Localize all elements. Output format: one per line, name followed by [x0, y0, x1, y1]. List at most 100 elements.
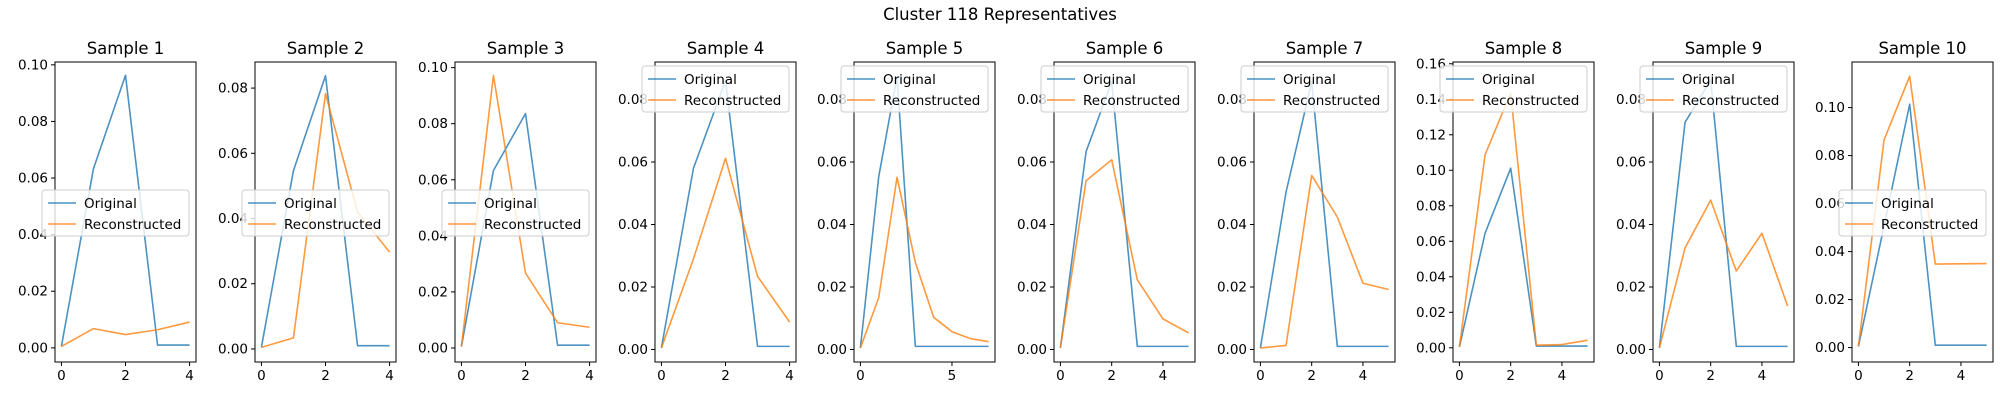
- legend-label: Original: [1881, 196, 1934, 212]
- y-tick-label: 0.04: [18, 227, 48, 243]
- x-tick-label: 0: [1854, 368, 1863, 384]
- y-tick-label: 0.08: [18, 114, 48, 130]
- subplot-title: Sample 10: [1878, 39, 1966, 58]
- y-tick-label: 0.06: [1616, 155, 1646, 171]
- y-tick-label: 0.16: [1416, 56, 1446, 72]
- legend: Original Reconstructed: [1639, 65, 1788, 113]
- y-tick-label: 0.08: [418, 116, 448, 132]
- x-tick-label: 2: [721, 368, 730, 384]
- x-tick-label: 2: [1905, 368, 1914, 384]
- legend-label: Original: [484, 196, 537, 212]
- series-line-reconstructed: [1658, 199, 1789, 349]
- subplot-3: Sample 3 0 2 4 0.00 0.02 0.04 0.06 0.08 0.10 Origi…: [418, 39, 597, 384]
- axes-frame: [1053, 61, 1196, 363]
- series-line-reconstructed: [1260, 174, 1389, 349]
- y-tick-label: 0.04: [1017, 217, 1047, 233]
- legend-label: Original: [1682, 72, 1735, 88]
- x-tick-label: 5: [948, 368, 957, 384]
- legend-box: [1838, 189, 1987, 237]
- y-tick-label: 0.08: [1017, 92, 1047, 108]
- x-tick-label: 0: [1455, 368, 1464, 384]
- legend-label: Reconstructed: [1283, 93, 1380, 109]
- x-tick-label: 0: [57, 368, 66, 384]
- y-tick-label: 0.00: [1217, 342, 1247, 358]
- axes-frame: [1452, 61, 1595, 363]
- legend-box: [41, 189, 190, 237]
- legend-label: Reconstructed: [1682, 93, 1779, 109]
- y-tick-label: 0.10: [1815, 100, 1845, 116]
- legend-box: [241, 189, 390, 237]
- y-tick-label: 0.04: [817, 217, 847, 233]
- axes-frame: [853, 61, 996, 363]
- legend-label: Reconstructed: [883, 93, 980, 109]
- legend: Original Reconstructed: [1240, 65, 1389, 113]
- legend-label: Reconstructed: [284, 217, 381, 233]
- y-tick-label: 0.04: [618, 217, 648, 233]
- y-tick-label: 0.06: [1217, 155, 1247, 171]
- subplot-8: Sample 8 0 2 4 0.00 0.02 0.04 0.06 0.08 0.10 0.12 0…: [1416, 39, 1595, 384]
- y-tick-label: 0.06: [18, 171, 48, 187]
- subplot-title: Sample 9: [1685, 39, 1763, 58]
- y-tick-label: 0.06: [1017, 155, 1047, 171]
- legend-label: Original: [1083, 72, 1136, 88]
- y-tick-label: 0.02: [618, 280, 648, 296]
- y-tick-label: 0.02: [1815, 292, 1845, 308]
- series-line-reconstructed: [859, 176, 989, 349]
- subplot-title: Sample 4: [687, 39, 765, 58]
- y-tick-label: 0.10: [18, 57, 48, 73]
- legend-box: [441, 189, 590, 237]
- y-tick-label: 0.00: [1616, 342, 1646, 358]
- y-tick-label: 0.08: [1416, 198, 1446, 214]
- y-tick-label: 0.04: [218, 211, 248, 227]
- series-line-reconstructed: [460, 74, 590, 347]
- y-tick-label: 0.02: [218, 276, 248, 292]
- series-line-reconstructed: [1059, 159, 1189, 349]
- x-tick-label: 0: [1056, 368, 1065, 384]
- legend: Original Reconstructed: [241, 189, 390, 237]
- y-tick-label: 0.02: [1217, 280, 1247, 296]
- y-tick-label: 0.02: [1017, 280, 1047, 296]
- legend-box: [840, 65, 989, 113]
- subplot-title: Sample 7: [1286, 39, 1364, 58]
- series-line-original: [1259, 81, 1389, 349]
- legend-box: [1040, 65, 1189, 113]
- x-tick-label: 4: [1957, 368, 1966, 384]
- y-tick-label: 0.04: [1416, 269, 1446, 285]
- y-tick-label: 0.06: [1815, 196, 1845, 212]
- axes-frame: [1652, 61, 1795, 363]
- y-tick-label: 0.00: [218, 341, 248, 357]
- legend-label: Original: [284, 196, 337, 212]
- x-tick-label: 4: [1758, 368, 1767, 384]
- figure-suptitle: Cluster 118 Representatives: [883, 5, 1117, 24]
- y-tick-label: 0.06: [1416, 234, 1446, 250]
- series-line-reconstructed: [61, 321, 190, 348]
- y-tick-label: 0.08: [817, 92, 847, 108]
- legend-label: Original: [684, 72, 737, 88]
- y-tick-label: 0.00: [18, 340, 48, 356]
- subplot-title: Sample 2: [287, 39, 365, 58]
- x-tick-label: 0: [856, 368, 865, 384]
- series-line-original: [1458, 167, 1588, 348]
- subplot-9: Sample 9 0 2 4 0.00 0.02 0.04 0.06 0.08 Original R…: [1616, 39, 1795, 384]
- legend: Original Reconstructed: [441, 189, 590, 237]
- legend: Original Reconstructed: [641, 65, 790, 113]
- subplot-6: Sample 6 0 2 4 0.00 0.02 0.04 0.06 0.08 Original R…: [1017, 39, 1196, 384]
- series-line-reconstructed: [660, 157, 791, 349]
- legend-label: Original: [883, 72, 936, 88]
- subplot-7: Sample 7 0 2 4 0.00 0.02 0.04 0.06 0.08 Original R…: [1217, 39, 1396, 384]
- series-line-reconstructed: [1458, 92, 1588, 348]
- x-tick-label: 2: [121, 368, 130, 384]
- subplot-2: Sample 2 0 2 4 0.00 0.02 0.04 0.06 0.08 Original R…: [218, 39, 397, 384]
- x-tick-label: 2: [521, 368, 530, 384]
- subplot-10: Sample 10 0 2 4 0.00 0.02 0.04 0.06 0.08 0.10 Orig…: [1815, 39, 1994, 384]
- x-tick-label: 0: [457, 368, 466, 384]
- legend-label: Original: [1482, 72, 1535, 88]
- series-line-original: [660, 79, 790, 349]
- legend-label: Original: [84, 196, 137, 212]
- x-tick-label: 0: [1256, 368, 1265, 384]
- x-tick-label: 4: [185, 368, 194, 384]
- y-tick-label: 0.04: [1815, 244, 1845, 260]
- y-tick-label: 0.00: [1416, 340, 1446, 356]
- series-line-original: [859, 75, 989, 349]
